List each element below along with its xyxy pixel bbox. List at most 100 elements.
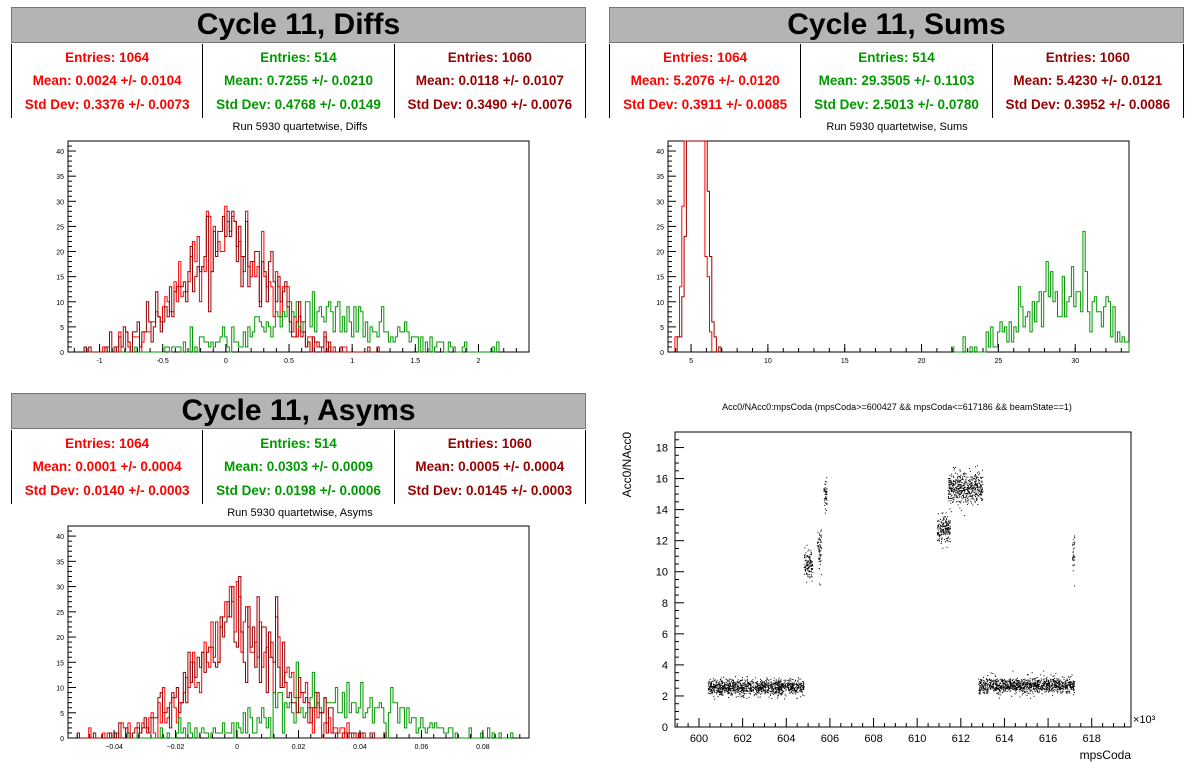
- y-tick-label: 12: [656, 536, 668, 548]
- y-tick-label: 15: [656, 275, 664, 282]
- x-tick-label: 600: [690, 733, 708, 745]
- mean-label: Mean: 0.0024 +/- 0.0104: [32, 73, 182, 89]
- stddev-label: Std Dev: 0.3376 +/- 0.0073: [24, 96, 190, 112]
- y-tick-label: 25: [656, 224, 664, 231]
- x-tick-label: 30: [1071, 358, 1079, 365]
- stddev-label: Std Dev: 0.3911 +/- 0.0085: [623, 96, 788, 112]
- y-axis-label: Acc0/NAcc0: [620, 432, 634, 498]
- sums-panel: Cycle 11, Sums Entries: 1064 Mean: 5.207…: [598, 0, 1196, 380]
- stddev-label: Std Dev: 0.0145 +/- 0.0003: [407, 482, 573, 498]
- y-tick-label: 18: [656, 443, 668, 455]
- sums-stats-green: Entries: 514 Mean: 29.3505 +/- 0.1103 St…: [801, 44, 993, 118]
- x-tick-label: 604: [777, 733, 795, 745]
- scatter-cluster-0: [707, 676, 805, 700]
- asyms-panel: Cycle 11, Asyms Entries: 1064 Mean: 0.00…: [0, 386, 594, 772]
- entries-label: Entries: 1060: [447, 436, 532, 452]
- x-tick-label: 1: [350, 358, 354, 365]
- plot-frame: [667, 140, 1130, 353]
- x-tick-label: 1.5: [410, 358, 420, 365]
- y-tick-label: 40: [656, 149, 664, 156]
- asyms-subtitle: Run 5930 quartetwise, Asyms: [227, 507, 373, 519]
- scatter-cluster-7: [1072, 535, 1076, 587]
- y-tick-label: 0: [660, 350, 664, 357]
- x-tick-label: 0: [235, 744, 239, 751]
- mean-label: Mean: 0.0118 +/- 0.0107: [415, 73, 564, 89]
- x-tick-label: 612: [952, 733, 970, 745]
- diffs-stats-red: Entries: 1064 Mean: 0.0024 +/- 0.0104 St…: [12, 44, 204, 118]
- entries-label: Entries: 1060: [447, 50, 532, 66]
- scatter-plot: 600 602 604 606 608 610 612 614 616 618 0 2 4 6 8 10 12 1…: [620, 431, 1156, 762]
- x-tick-label: 616: [1039, 733, 1057, 745]
- x-axis-label: mpsCoda: [1080, 748, 1132, 762]
- x-tick-label: −0.02: [167, 744, 185, 751]
- y-tick-label: 8: [662, 598, 668, 610]
- sums-stats-box: Entries: 1064 Mean: 5.2076 +/- 0.0120 St…: [609, 44, 1184, 118]
- y-tick-label: 10: [656, 300, 664, 307]
- sums-subtitle: Run 5930 quartetwise, Sums: [826, 121, 968, 133]
- diffs-stats-green: Entries: 514 Mean: 0.7255 +/- 0.0210 Std…: [203, 44, 395, 118]
- x-tick-label: 608: [864, 733, 882, 745]
- y-tick-label: 20: [56, 250, 64, 257]
- x-tick-label: 0.06: [415, 744, 429, 751]
- mean-label: Mean: 0.0001 +/- 0.0004: [32, 459, 182, 475]
- y-tick-label: 0: [662, 722, 668, 734]
- y-tick-label: 35: [56, 174, 64, 181]
- scatter-title: Acc0/NAcc0:mpsCoda (mpsCoda>=600427 && m…: [722, 402, 1072, 412]
- y-tick-label: 30: [656, 199, 664, 206]
- y-tick-label: 25: [56, 224, 64, 231]
- scatter-cluster-5: [947, 465, 984, 517]
- x-tick-label: 602: [733, 733, 751, 745]
- sums-title: Cycle 11, Sums: [609, 7, 1184, 43]
- x-tick-label: -1: [96, 358, 102, 365]
- scatter-cluster-4: [936, 512, 951, 549]
- sums-stats-red: Entries: 1064 Mean: 5.2076 +/- 0.0120 St…: [610, 44, 802, 118]
- y-tick-label: 20: [56, 635, 64, 642]
- mean-label: Mean: 5.4230 +/- 0.0121: [1013, 73, 1163, 89]
- histogram-series-1: [113, 661, 514, 739]
- scatter-cluster-3: [823, 477, 828, 514]
- asyms-histogram: −0.04 −0.02 0 0.02 0.04 0.06 0.08 0 5 10 15 20 25 30 3…: [56, 525, 530, 751]
- histogram-series-2: [83, 210, 380, 353]
- diffs-stats-darkred: Entries: 1060 Mean: 0.0118 +/- 0.0107 St…: [395, 44, 585, 118]
- y-tick-label: 6: [662, 629, 668, 641]
- histogram-series-0: [674, 140, 713, 352]
- stddev-label: Std Dev: 0.3490 +/- 0.0076: [407, 96, 573, 112]
- stddev-label: Std Dev: 0.3952 +/- 0.0086: [1005, 96, 1171, 112]
- stddev-label: Std Dev: 0.0140 +/- 0.0003: [24, 482, 190, 498]
- x-tick-label: -0.5: [157, 358, 169, 365]
- y-tick-label: 30: [56, 585, 64, 592]
- x-tick-label: 15: [841, 358, 849, 365]
- mean-label: Mean: 0.7255 +/- 0.0210: [224, 73, 373, 89]
- stddev-label: Std Dev: 0.4768 +/- 0.0149: [216, 96, 381, 112]
- sums-histogram: 5 10 15 20 25 30 0 5 10 15 20 25 30 35 40: [656, 140, 1130, 365]
- y-tick-label: 0: [60, 350, 64, 357]
- y-tick-label: 35: [56, 559, 64, 566]
- x-tick-label: 610: [908, 733, 926, 745]
- asyms-stats-green: Entries: 514 Mean: 0.0303 +/- 0.0009 Std…: [203, 430, 395, 504]
- scatter-cluster-1: [803, 544, 814, 583]
- y-tick-label: 5: [660, 325, 664, 332]
- y-tick-label: 10: [56, 686, 64, 693]
- y-tick-label: 16: [656, 474, 668, 486]
- x-tick-label: −0.04: [105, 744, 123, 751]
- entries-label: Entries: 1060: [1045, 50, 1130, 66]
- histogram-series-1: [951, 230, 1130, 353]
- y-tick-label: 10: [656, 567, 668, 579]
- entries-label: Entries: 1064: [663, 50, 748, 66]
- diffs-subtitle: Run 5930 quartetwise, Diffs: [232, 121, 368, 133]
- sums-stats-darkred: Entries: 1060 Mean: 5.4230 +/- 0.0121 St…: [993, 44, 1183, 118]
- y-tick-label: 14: [656, 505, 668, 517]
- x-tick-label: 618: [1083, 733, 1101, 745]
- y-tick-label: 40: [56, 534, 64, 541]
- x-tick-label: 0.5: [284, 358, 294, 365]
- y-tick-label: 30: [56, 199, 64, 206]
- x-tick-label: 0.08: [476, 744, 490, 751]
- x-tick-label: 25: [994, 358, 1002, 365]
- x-tick-label: 20: [918, 358, 926, 365]
- y-tick-label: 35: [656, 174, 664, 181]
- x-tick-label: 5: [689, 358, 693, 365]
- y-tick-label: 25: [56, 610, 64, 617]
- y-tick-label: 10: [56, 300, 64, 307]
- asyms-title: Cycle 11, Asyms: [11, 393, 586, 429]
- y-tick-label: 20: [656, 250, 664, 257]
